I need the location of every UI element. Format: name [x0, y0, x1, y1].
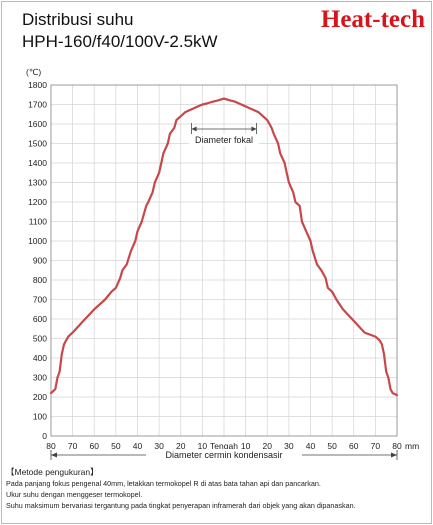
plot-border	[50, 84, 398, 437]
y-tick-label: 800	[33, 275, 47, 285]
x-axis-unit: mm	[405, 441, 419, 451]
x-axis-label-group: Diameter cermin kondensasir	[50, 449, 398, 461]
measurement-notes: 【Metode pengukuran】 Pada panjang fokus p…	[6, 466, 426, 511]
focal-diameter-label: Diameter fokal	[195, 135, 253, 145]
x-tick-label: 80	[46, 441, 56, 451]
x-tick-labels: 80 70 60 50 40 30 20 10 10 20 30 40 50 60 70 80	[46, 441, 402, 451]
y-tick-label: 700	[33, 295, 47, 305]
notes-heading: 【Metode pengukuran】	[6, 467, 99, 477]
focal-arrow-right	[251, 126, 257, 132]
x-tick-label: 30	[284, 441, 294, 451]
y-tick-label: 900	[33, 256, 47, 266]
y-tick-label: 1500	[28, 139, 47, 149]
y-tick-label: 1800	[28, 80, 47, 90]
x-tick-label: 40	[306, 441, 316, 451]
y-tick-label: 1100	[29, 217, 48, 227]
y-tick-label: 1200	[28, 197, 47, 207]
brand-logo: Heat-tech	[320, 6, 425, 33]
chart-grid	[50, 84, 398, 437]
x-tick-label: 70	[371, 441, 381, 451]
x-axis-label: Diameter cermin kondensasir	[165, 450, 282, 460]
notes-line-3: Suhu maksimum bervariasi tergantung pada…	[6, 501, 356, 510]
x-tick-label: 20	[263, 441, 273, 451]
x-tick-label: 10	[241, 441, 251, 451]
notes-line-1: Pada panjang fokus pengenal 40mm, letakk…	[6, 479, 321, 488]
chart-title-line2: HPH-160/f40/100V-2.5kW	[22, 32, 218, 51]
center-label: Tengah	[210, 441, 238, 451]
y-tick-label: 600	[33, 314, 47, 324]
x-tick-label: 80	[392, 441, 402, 451]
y-tick-label: 1300	[28, 178, 47, 188]
focal-label-background	[189, 134, 259, 146]
x-span-arrow-right	[391, 452, 397, 458]
y-tick-label: 200	[33, 392, 47, 402]
y-tick-label: 400	[33, 353, 47, 363]
y-tick-label: 1000	[28, 236, 47, 246]
y-tick-label: 1700	[28, 100, 47, 110]
temperature-line	[49, 97, 399, 397]
x-tick-label: 60	[349, 441, 359, 451]
y-tick-label: 300	[33, 373, 47, 383]
x-tick-label: 10	[198, 441, 208, 451]
y-tick-labels: 0 100 200 300 400 500 600 700 800 900 1000 1100 1200…	[28, 80, 47, 441]
x-tick-label: 40	[133, 441, 143, 451]
x-tick-label: 60	[90, 441, 100, 451]
x-span-arrow-left	[51, 452, 57, 458]
chart-title-line1: Distribusi suhu	[22, 10, 134, 29]
x-tick-label: 50	[327, 441, 337, 451]
x-tick-label: 70	[68, 441, 78, 451]
y-tick-label: 1400	[28, 158, 47, 168]
x-tick-label: 30	[154, 441, 164, 451]
y-tick-label: 500	[33, 334, 47, 344]
y-axis-unit: (℃)	[26, 67, 41, 77]
y-tick-label: 1600	[28, 119, 47, 129]
notes-line-2: Ukur suhu dengan menggeser termokopel.	[6, 490, 143, 499]
y-tick-label: 0	[42, 431, 47, 441]
x-tick-label: 50	[111, 441, 121, 451]
x-tick-label: 20	[176, 441, 186, 451]
focal-arrow-left	[191, 126, 197, 132]
series-group	[49, 97, 399, 397]
x-axis-label-background	[146, 449, 302, 461]
y-tick-label: 100	[33, 412, 47, 422]
focal-diameter-annotation: Diameter fokal	[189, 123, 259, 146]
